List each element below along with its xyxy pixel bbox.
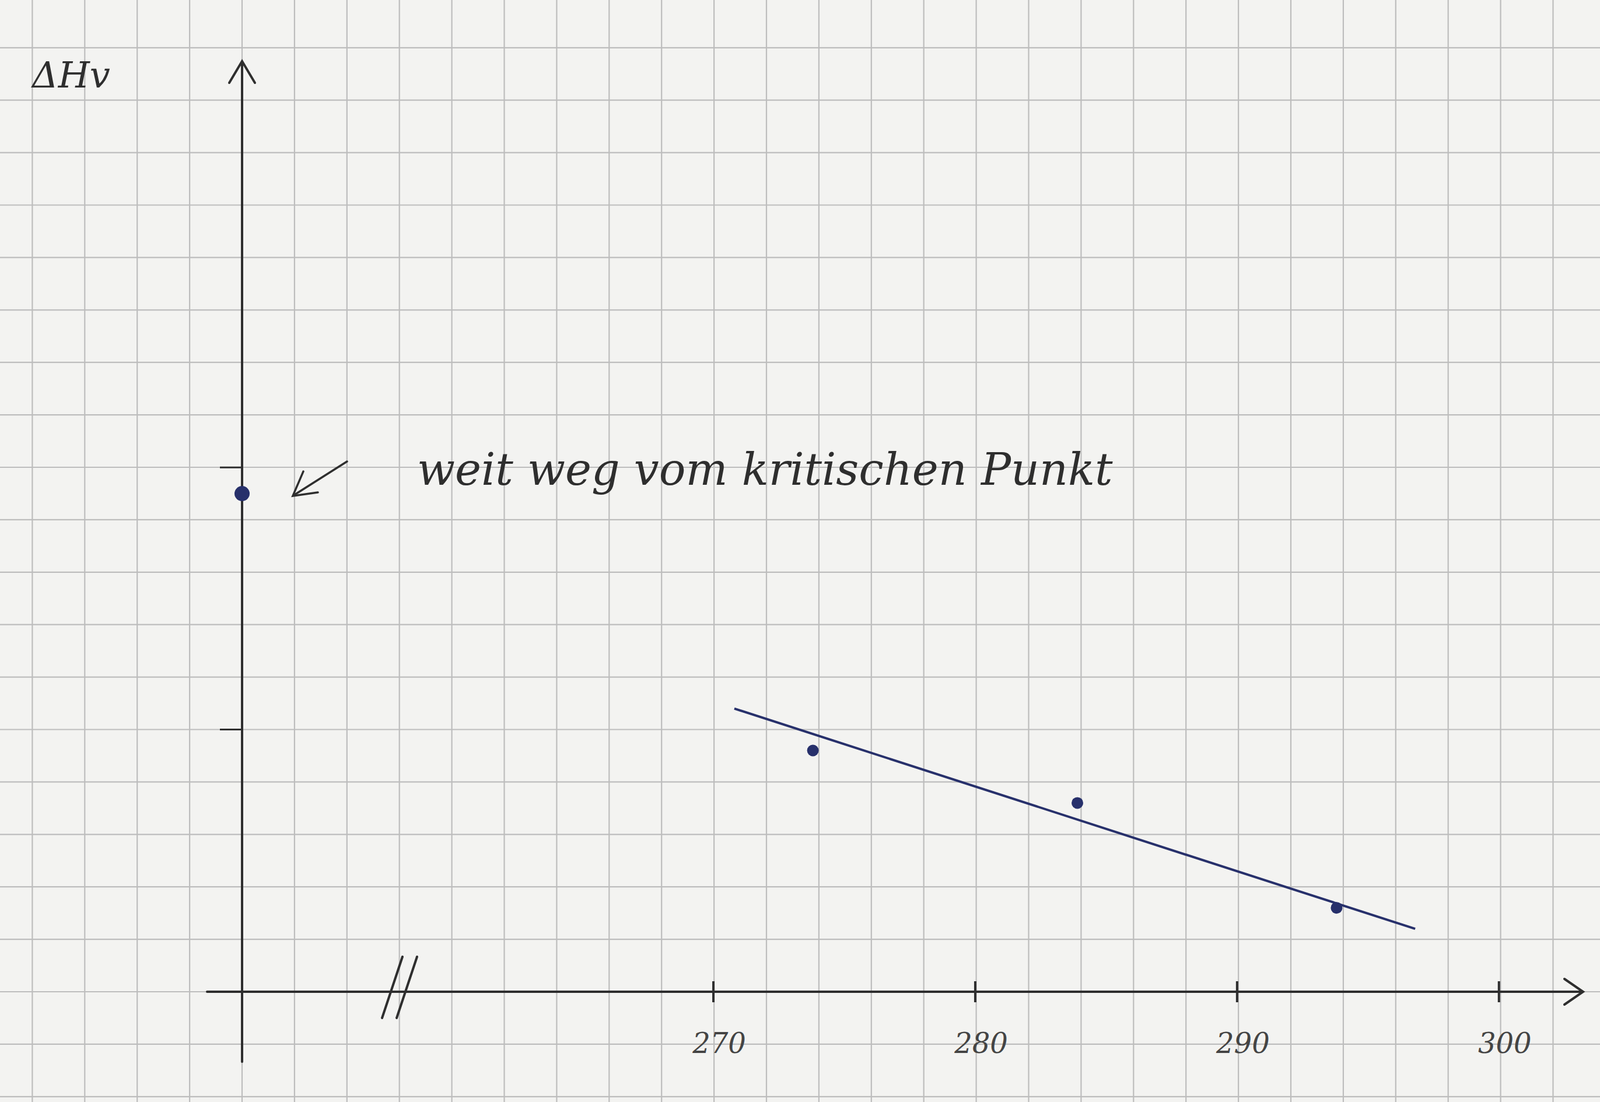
paper-line — [0, 676, 1600, 678]
paper-line — [0, 1043, 1600, 1045]
x-axis — [207, 990, 1582, 993]
paper-line — [136, 0, 138, 1102]
paper-line — [503, 0, 505, 1102]
x-arrow — [1564, 978, 1584, 1005]
paper-line — [660, 0, 663, 1102]
arrow-shaft — [294, 461, 348, 495]
paper-line — [1500, 0, 1502, 1102]
y-tick — [219, 728, 243, 731]
paper-line — [1342, 0, 1344, 1102]
x-tick-label: 280 — [953, 1026, 1008, 1060]
paper-line — [0, 781, 1600, 783]
paper-line — [765, 0, 768, 1102]
data-point — [807, 744, 819, 757]
paper-line — [1132, 0, 1134, 1102]
paper-line — [0, 414, 1600, 416]
paper-line — [0, 204, 1600, 206]
paper-line — [241, 0, 243, 1102]
paper — [0, 0, 1600, 1102]
paper-line — [0, 1096, 1600, 1098]
y-axis-label: ΔHv — [30, 53, 111, 97]
x-tick-label: 290 — [1215, 1026, 1270, 1060]
y-tick — [219, 466, 243, 469]
paper-line — [0, 571, 1600, 573]
x-tick-label: 270 — [691, 1026, 747, 1060]
paper-line — [0, 991, 1600, 993]
paper-line — [398, 0, 401, 1102]
paper-line — [555, 0, 558, 1102]
paper-line — [293, 0, 296, 1102]
y-arrow — [229, 61, 255, 83]
axis-break — [396, 956, 418, 1018]
paper-line — [31, 0, 33, 1102]
paper-line — [1395, 0, 1397, 1102]
plot-area — [734, 708, 1416, 930]
paper-line — [1185, 0, 1187, 1102]
data-point — [1071, 796, 1084, 809]
paper-line — [1027, 0, 1029, 1102]
paper-line — [1290, 0, 1292, 1102]
paper-line — [0, 99, 1600, 101]
paper-line — [870, 0, 873, 1102]
paper-line — [0, 361, 1600, 363]
paper-line — [608, 0, 610, 1102]
paper-line — [0, 256, 1600, 258]
paper-line — [346, 0, 348, 1102]
fit-line — [734, 708, 1416, 930]
paper-line — [188, 0, 191, 1102]
paper-line — [0, 833, 1600, 835]
paper-line — [0, 519, 1600, 521]
paper-line — [818, 0, 820, 1102]
chart: 270 280 290 300 ΔHv weit weg vom kritischen P… — [0, 0, 1600, 1102]
paper-line — [1237, 0, 1239, 1102]
axes — [207, 61, 1584, 1062]
x-tick — [974, 981, 977, 1003]
x-tick — [1236, 981, 1239, 1003]
paper-line — [923, 0, 925, 1102]
x-tick-label: 300 — [1478, 1026, 1532, 1060]
annotation-arrow — [292, 461, 348, 496]
paper-line — [450, 0, 453, 1102]
arrow-head — [292, 471, 318, 496]
graph-paper — [0, 0, 1600, 1102]
annotation: weit weg vom kritischen Punkt — [417, 443, 1113, 496]
x-tick — [712, 981, 715, 1003]
paper-line — [713, 0, 715, 1102]
paper-line — [975, 0, 977, 1102]
x-tick — [1497, 981, 1501, 1003]
paper-line — [83, 0, 86, 1102]
paper-line — [0, 624, 1600, 626]
paper-line — [0, 152, 1600, 154]
paper-line — [0, 886, 1600, 888]
far-point — [234, 485, 250, 502]
paper-line — [1080, 0, 1082, 1102]
paper-line — [0, 938, 1600, 940]
paper-line — [1447, 0, 1449, 1102]
paper-line — [0, 309, 1600, 311]
paper-line — [0, 47, 1600, 49]
y-axis — [240, 62, 244, 1062]
paper-line — [1552, 0, 1554, 1102]
